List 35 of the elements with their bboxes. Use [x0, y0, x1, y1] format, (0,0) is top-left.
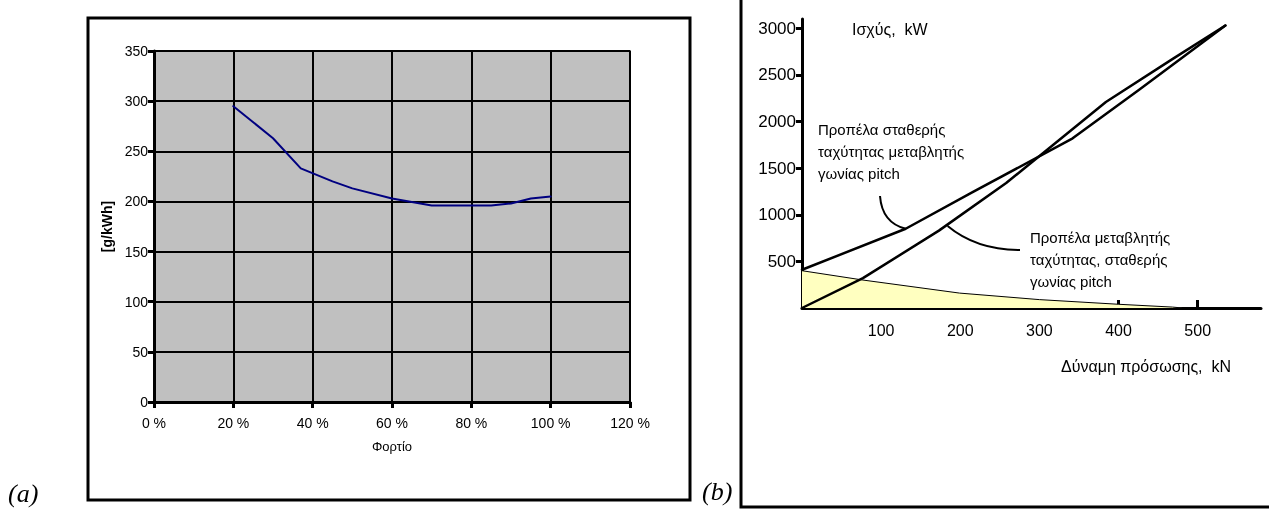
- x-tick-label: 80 %: [455, 415, 488, 431]
- x-tick-label: 0 %: [141, 415, 167, 431]
- y-tick-label: 2000: [758, 112, 796, 132]
- annotation: Προπέλα σταθερής ταχύτητας μεταβλητής γωνίας pitch: [818, 120, 965, 182]
- x-tick-label: 400: [1105, 321, 1132, 339]
- y-tick-label: 200: [124, 193, 149, 210]
- line-series: [232, 105, 552, 207]
- y-tick-label: 300: [124, 93, 149, 110]
- x-tick-label: 40 %: [296, 415, 329, 431]
- x-axis-title: Δύναμη πρόσωσης, kN: [1060, 357, 1231, 375]
- annotation: Προπέλα μεταβλητής ταχύτητας, σταθερής γωνίας pitch: [1030, 228, 1171, 290]
- text: (b): [702, 476, 733, 506]
- x-tick-label: 100: [867, 321, 895, 339]
- x-axis-title: Φορτίο: [371, 439, 413, 454]
- y-axis-title: Ισχύς, kW: [852, 20, 929, 38]
- y-tick-label: 1000: [758, 205, 796, 225]
- x-tick-label: 100 %: [530, 415, 571, 431]
- y-tick-label: 1500: [758, 158, 796, 178]
- y-tick-label: 0: [140, 394, 149, 410]
- y-tick-label: 100: [124, 293, 149, 310]
- y-axis-title: [g/kWh]: [98, 200, 115, 253]
- y-tick-label: 350: [124, 43, 149, 59]
- x-tick-label: 60 %: [376, 415, 408, 431]
- x-tick-label: 20 %: [217, 415, 250, 431]
- y-tick-label: 500: [767, 251, 796, 271]
- y-tick-label: 3000: [758, 18, 796, 38]
- x-tick-label: 500: [1184, 321, 1212, 339]
- x-tick-label: 300: [1026, 321, 1053, 339]
- x-tick-label: 120 %: [610, 415, 650, 431]
- text: (a): [8, 478, 39, 508]
- y-tick-label: 50: [132, 343, 149, 360]
- y-tick-label: 2500: [758, 65, 796, 85]
- x-tick-label: 200: [946, 321, 974, 339]
- y-tick-label: 150: [124, 243, 149, 260]
- y-tick-label: 250: [124, 143, 149, 160]
